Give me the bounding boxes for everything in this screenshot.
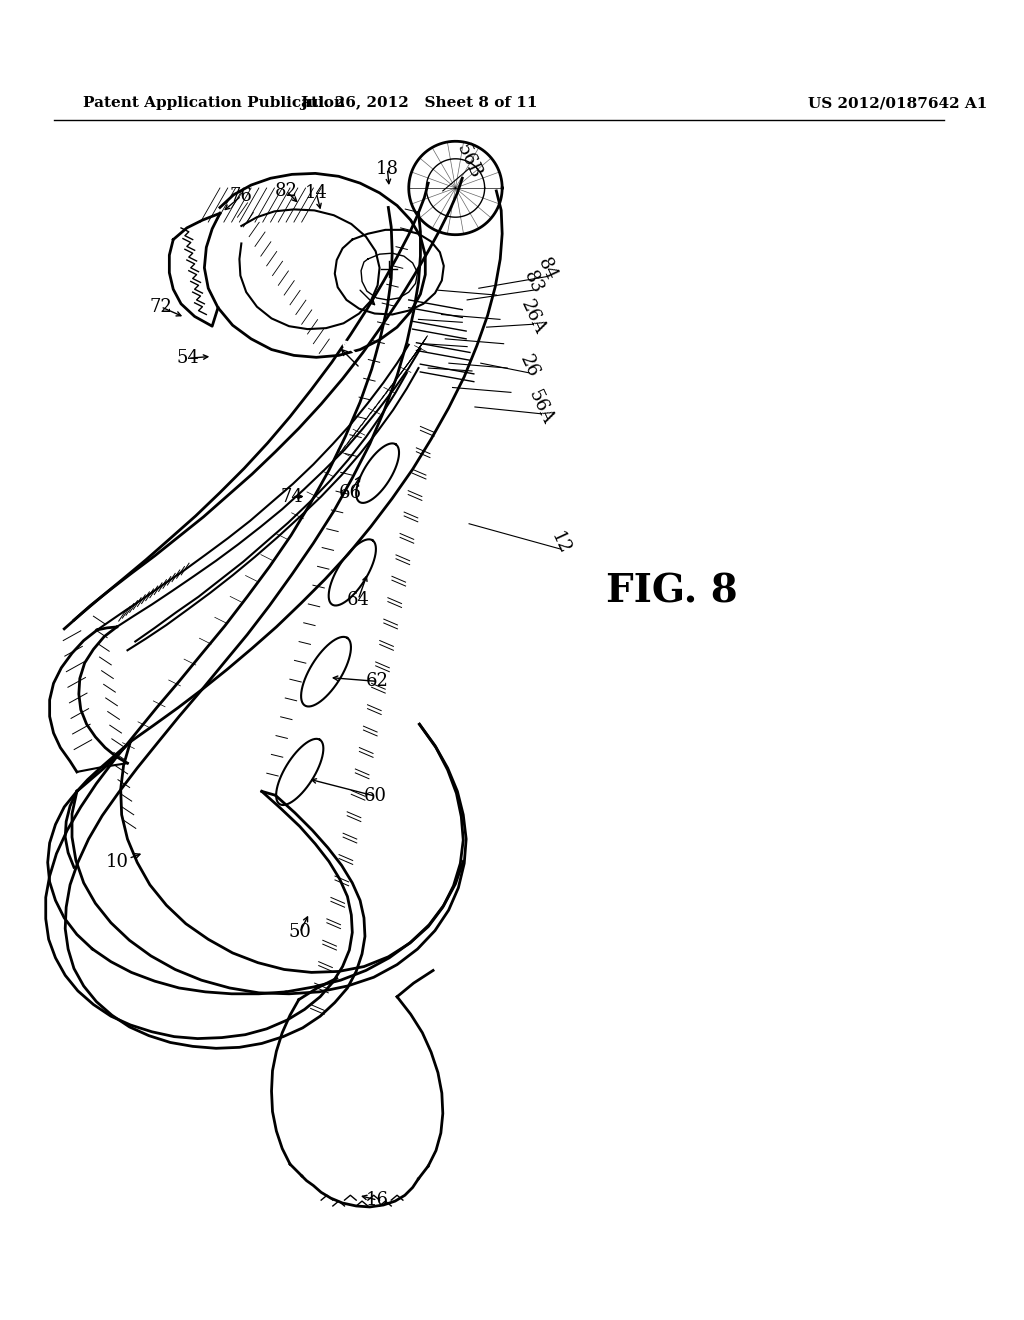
Text: 56A: 56A: [525, 387, 557, 428]
Text: 83: 83: [520, 268, 547, 297]
Text: 26A: 26A: [517, 297, 549, 338]
Text: 66: 66: [339, 483, 361, 502]
Text: US 2012/0187642 A1: US 2012/0187642 A1: [808, 96, 987, 111]
Text: 26: 26: [516, 352, 543, 380]
Text: 64: 64: [347, 590, 370, 609]
Text: 60: 60: [365, 787, 387, 805]
Text: FIG. 8: FIG. 8: [605, 573, 737, 611]
Text: 54: 54: [176, 350, 200, 367]
Text: 12: 12: [548, 529, 573, 557]
Text: 74: 74: [281, 487, 303, 506]
Text: 76: 76: [230, 186, 253, 205]
Text: 62: 62: [367, 672, 389, 690]
Text: 10: 10: [105, 854, 128, 871]
Text: Jul. 26, 2012   Sheet 8 of 11: Jul. 26, 2012 Sheet 8 of 11: [300, 96, 538, 111]
Text: 56B: 56B: [454, 141, 485, 182]
Text: 82: 82: [274, 182, 298, 199]
Text: 84: 84: [534, 255, 560, 282]
Text: 14: 14: [305, 183, 328, 202]
Text: 16: 16: [367, 1191, 389, 1209]
Text: 18: 18: [376, 160, 398, 177]
Text: Patent Application Publication: Patent Application Publication: [83, 96, 345, 111]
Text: 50: 50: [289, 924, 311, 941]
Text: 72: 72: [150, 298, 172, 315]
